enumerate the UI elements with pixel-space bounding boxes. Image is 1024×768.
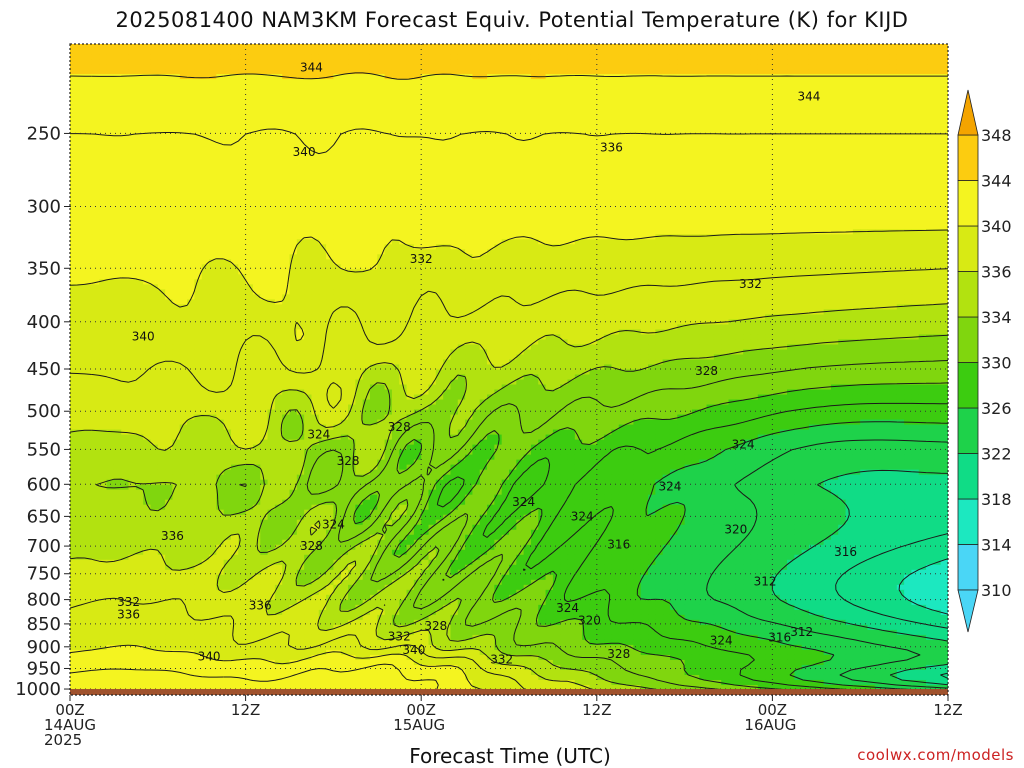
y-tick-label: 650 [27,506,61,527]
y-tick-label: 1000 [15,679,61,700]
colorbar-high-arrow [958,90,978,135]
y-tick-label: 250 [27,123,61,144]
contour-label: 340 [132,330,155,344]
contour-label: 332 [739,277,762,291]
y-tick-label: 500 [27,401,61,422]
contour-label: 316 [607,537,630,551]
y-tick-label: 600 [27,474,61,495]
colorbar: 310 314 318 322 326 330 334 336 340 344 348 [958,90,1012,632]
y-tick-label: 800 [27,590,61,611]
contour-label: 312 [790,625,813,639]
y-tick-label: 550 [27,439,61,460]
colorbar-band-334 [958,272,978,318]
x-tick-label: 15AUG [393,716,445,734]
contour-label: 324 [512,495,535,509]
colorbar-band-330 [958,317,978,363]
contour-label: 328 [695,364,718,378]
y-tick-label: 900 [27,637,61,658]
colorbar-band-322 [958,408,978,454]
x-tick-label: 12Z [231,701,260,719]
colorbar-label: 348 [981,126,1012,145]
colorbar-label: 344 [981,172,1012,191]
contour-label: 316 [834,545,857,559]
contour-label: 344 [798,90,821,104]
contour-label: 340 [293,145,316,159]
colorbar-band-326 [958,363,978,409]
colorbar-band-310 [958,545,978,591]
contour-label: 344 [300,60,323,74]
contour-label: 324 [322,517,345,531]
credit-link[interactable]: coolwx.com/models [857,746,1014,764]
colorbar-label: 318 [981,490,1012,509]
colorbar-label: 326 [981,399,1012,418]
contour-label: 332 [388,629,411,643]
ground-below-surface [70,689,948,695]
contour-label: 316 [768,630,791,644]
y-tick-label: 700 [27,536,61,557]
contour-label: 324 [732,437,755,451]
contour-label: 324 [556,601,579,615]
contour-label: 336 [600,141,623,155]
contour-label: 340 [402,643,425,657]
x-tick-label: 2025 [44,731,82,749]
contour-label: 332 [490,653,513,667]
x-tick-label: 16AUG [744,716,796,734]
colorbar-label: 310 [981,581,1012,600]
contour-label: 340 [198,649,221,663]
colorbar-band-318 [958,454,978,500]
contour-label: 328 [388,420,411,434]
y-tick-label: 750 [27,564,61,585]
colorbar-label: 322 [981,445,1012,464]
contour-label: 332 [410,252,433,266]
contour-label: 324 [659,479,682,493]
x-tick-label: 12Z [582,701,611,719]
contour-label: 336 [117,607,140,621]
contour-label: 328 [337,454,360,468]
x-tick-label: 12Z [933,701,962,719]
y-axis: 2503003504004505005506006507007508008509… [15,123,70,700]
colorbar-band-314 [958,499,978,545]
contour-label: 324 [571,509,594,523]
y-tick-label: 950 [27,658,61,679]
y-tick-label: 400 [27,312,61,333]
y-tick-label: 300 [27,197,61,218]
colorbar-band-340 [958,181,978,227]
y-tick-label: 450 [27,359,61,380]
contour-label: 328 [607,647,630,661]
colorbar-label: 314 [981,536,1012,555]
contour-label: 324 [307,428,330,442]
y-tick-label: 850 [27,614,61,635]
colorbar-label: 336 [981,263,1012,282]
colorbar-label: 334 [981,308,1012,327]
contour-label: 320 [578,614,601,628]
contour-label: 328 [300,539,323,553]
colorbar-label: 340 [981,217,1012,236]
x-axis-label: Forecast Time (UTC) [300,744,720,768]
contour-label: 336 [249,599,272,613]
contour-label: 320 [724,523,747,537]
contour-label: 324 [710,634,733,648]
contour-label: 336 [161,529,184,543]
contour-label: 328 [424,619,447,633]
colorbar-band-336 [958,226,978,272]
y-tick-label: 350 [27,258,61,279]
colorbar-band-344 [958,135,978,181]
contour-label: 312 [754,575,777,589]
colorbar-low-arrow [958,590,978,632]
colorbar-label: 330 [981,354,1012,373]
